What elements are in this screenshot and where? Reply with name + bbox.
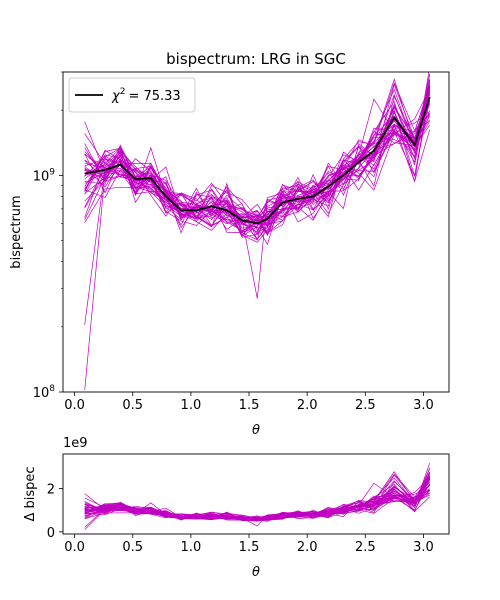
bottom-x-tick-label: 0.0 <box>64 540 85 555</box>
bottom-plot-area <box>84 462 431 530</box>
top-mock-line <box>84 94 431 222</box>
top-mock-line <box>84 86 431 325</box>
legend-value: = 75.33 <box>128 89 180 104</box>
legend: χ2 = 75.33 <box>68 77 196 113</box>
top-mock-line <box>84 88 431 231</box>
legend-box <box>68 77 196 113</box>
bottom-y-tick-label: 2 <box>47 483 55 498</box>
bottom-x-tick-label: 3.0 <box>413 540 434 555</box>
bottom-x-ticks: 0.0 0.5 1.0 1.5 2.0 2.5 3.0 <box>64 534 434 555</box>
legend-chi: χ <box>111 89 121 104</box>
bottom-x-tick-label: 2.0 <box>297 540 318 555</box>
bottom-axes-frame <box>62 453 450 535</box>
top-mock-line <box>84 88 431 233</box>
top-x-tick-label: 0.5 <box>122 398 143 413</box>
top-mock-line <box>84 106 431 391</box>
top-x-tick-label: 2.5 <box>355 398 376 413</box>
bottom-mock-line <box>84 473 431 521</box>
top-x-tick-label: 1.0 <box>181 398 202 413</box>
top-mock-line <box>84 99 431 224</box>
bottom-x-tick-label: 0.5 <box>122 540 143 555</box>
top-axes-frame <box>62 71 450 393</box>
top-mock-line <box>84 82 430 225</box>
bottom-y-ticks: 02 <box>47 483 63 541</box>
top-mock-line <box>84 73 431 229</box>
bottom-panel: 1e9 0.0 0.5 1.0 1.5 2.0 2.5 3.0 02 θ Δ bispec <box>23 436 450 580</box>
bottom-mock-line <box>84 477 430 521</box>
bottom-y-axis-label: Δ bispec <box>23 466 38 521</box>
bottom-x-tick-label: 1.5 <box>239 540 260 555</box>
top-mock-line <box>84 97 431 243</box>
top-mock-line <box>84 102 431 237</box>
measured-line <box>84 96 431 225</box>
top-mock-line <box>84 92 431 237</box>
top-x-tick-label: 0.0 <box>64 398 85 413</box>
top-mock-line <box>84 84 431 240</box>
top-x-ticks: 0.0 0.5 1.0 1.5 2.0 2.5 3.0 <box>64 392 434 413</box>
bottom-x-tick-label: 2.5 <box>355 540 376 555</box>
top-x-tick-label: 2.0 <box>297 398 318 413</box>
legend-entry-label: χ2 = 75.33 <box>111 87 181 104</box>
bottom-x-axis-label: θ <box>252 565 260 580</box>
legend-sup: 2 <box>120 87 126 97</box>
top-y-ticks: 108 109 <box>33 71 63 401</box>
top-chart-title: bispectrum: LRG in SGC <box>166 50 346 68</box>
top-panel: bispectrum: LRG in SGC 0.0 0.5 1.0 1.5 2.0 2.… <box>9 50 450 438</box>
bottom-offset-text: 1e9 <box>63 436 88 451</box>
bottom-x-tick-label: 1.0 <box>181 540 202 555</box>
top-x-axis-label: θ <box>252 423 260 438</box>
top-mock-line <box>84 91 431 226</box>
top-mock-line <box>84 83 431 241</box>
top-x-tick-label: 1.5 <box>239 398 260 413</box>
bottom-y-tick-label: 0 <box>47 526 55 541</box>
bottom-mock-line <box>84 484 430 521</box>
top-y-axis-label: bispectrum <box>9 195 24 268</box>
top-y-tick-label: 108 <box>33 384 56 401</box>
top-x-tick-label: 3.0 <box>413 398 434 413</box>
top-y-tick-label: 109 <box>33 167 56 184</box>
top-plot-area <box>84 72 431 391</box>
bottom-mock-line <box>84 475 430 522</box>
